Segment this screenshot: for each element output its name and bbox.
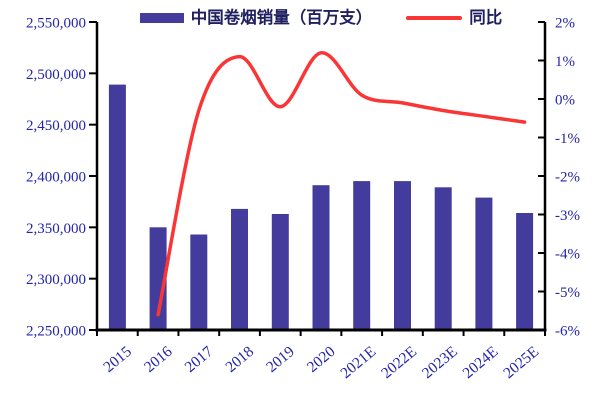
left-axis-tick-label: 2,450,000 xyxy=(26,118,86,134)
right-axis-tick-label: -3% xyxy=(555,208,580,224)
left-axis-tick-label: 2,250,000 xyxy=(26,324,86,340)
x-axis-label-2020: 2020 xyxy=(304,343,339,376)
x-axis-label-2023E: 2023E xyxy=(419,343,461,382)
bar-2016 xyxy=(149,227,167,330)
bar-2025E xyxy=(516,213,534,330)
x-axis-label-2022E: 2022E xyxy=(378,343,420,382)
bar-2022E xyxy=(394,181,411,330)
right-axis-tick-label: 0% xyxy=(555,93,575,109)
legend-item-sales: 中国卷烟销量（百万支） xyxy=(139,8,373,27)
x-axis-label-2025E: 2025E xyxy=(500,343,542,382)
bars-group xyxy=(108,84,534,330)
line-series-swatch xyxy=(406,16,463,20)
bar-2021E xyxy=(353,181,371,330)
x-axis-label-2019: 2019 xyxy=(263,343,298,376)
right-axis-tick-label: 1% xyxy=(555,54,575,70)
x-axis-label-2021E: 2021E xyxy=(337,343,379,382)
bar-series-label: 中国卷烟销量（百万支） xyxy=(190,8,373,27)
yoy-line xyxy=(156,51,527,317)
right-axis-tick-label: 2% xyxy=(555,16,575,32)
x-axis-label-2016: 2016 xyxy=(141,343,176,376)
left-axis-tick-label: 2,350,000 xyxy=(26,221,86,237)
bar-2015 xyxy=(108,84,126,330)
x-axis-label-2017: 2017 xyxy=(182,343,217,376)
left-axis-tick-label: 2,550,000 xyxy=(26,16,86,32)
chart-legend: 中国卷烟销量（百万支） 同比 xyxy=(97,6,545,30)
x-axis-label-2015: 2015 xyxy=(100,343,135,376)
left-axis-tick-label: 2,500,000 xyxy=(26,67,86,83)
right-axis-tick-label: -1% xyxy=(555,131,580,147)
right-axis-tick-label: -2% xyxy=(555,170,580,186)
bar-2024E xyxy=(475,197,493,330)
bar-2023E xyxy=(434,187,452,330)
bar-2019 xyxy=(271,214,289,330)
line-series-label: 同比 xyxy=(469,8,503,27)
right-axis-tick-label: -5% xyxy=(555,285,580,301)
bar-2017 xyxy=(190,234,208,330)
x-axis-label-2024E: 2024E xyxy=(460,343,502,382)
bar-series-swatch xyxy=(139,13,184,23)
right-axis-tick-label: -6% xyxy=(555,324,580,340)
legend-item-yoy: 同比 xyxy=(406,10,502,27)
x-axis-label-2018: 2018 xyxy=(222,343,257,376)
bar-2018 xyxy=(231,208,248,330)
bar-2020 xyxy=(312,185,330,330)
left-axis-tick-label: 2,400,000 xyxy=(26,170,86,186)
right-axis-tick-label: -4% xyxy=(555,247,580,263)
left-axis-tick-label: 2,300,000 xyxy=(26,272,86,288)
